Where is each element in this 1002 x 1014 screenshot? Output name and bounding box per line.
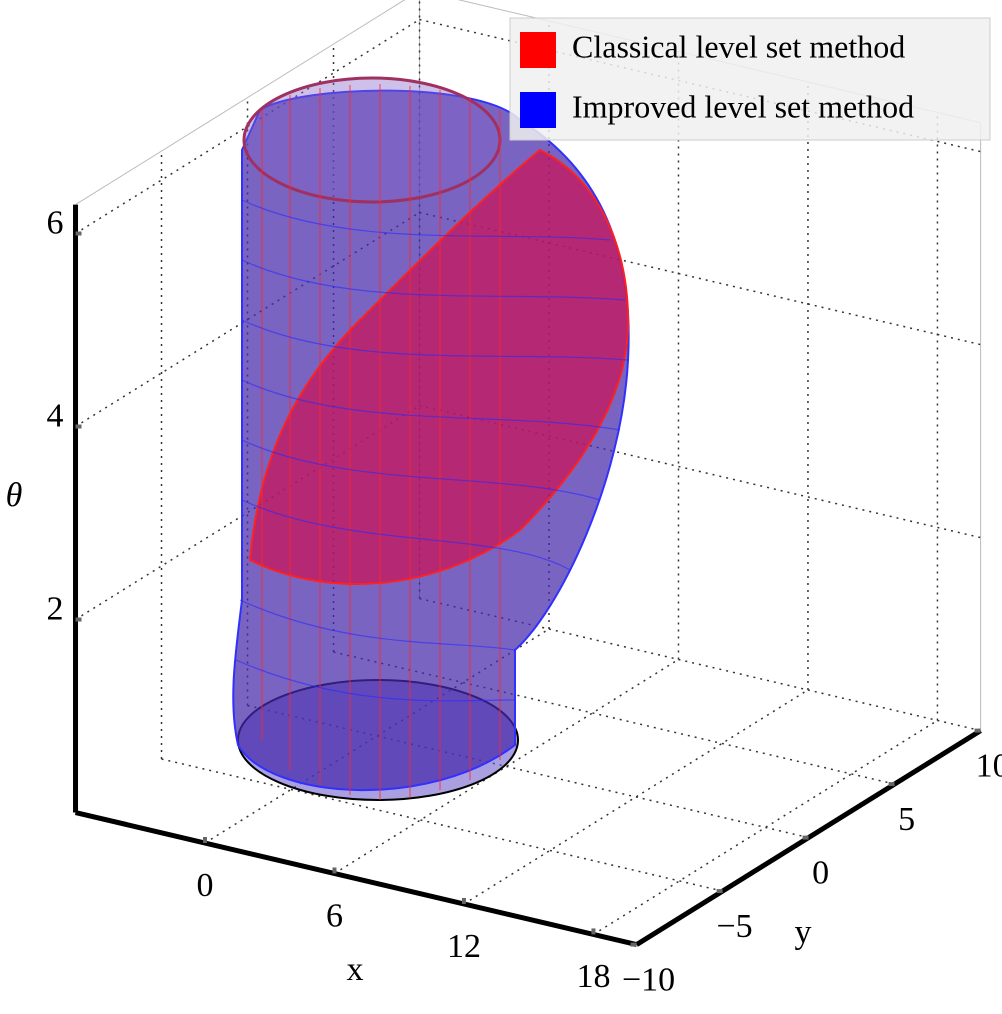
legend-label: Improved level set method xyxy=(572,88,914,124)
grid-line xyxy=(419,404,981,539)
x-axis xyxy=(74,810,638,948)
grid-line xyxy=(419,211,981,346)
grid-line xyxy=(463,689,809,905)
mesh xyxy=(261,84,501,800)
y-tick-label: −10 xyxy=(622,961,675,998)
surfaces xyxy=(232,76,630,801)
y-axis-label: y xyxy=(795,914,812,951)
z-axis-label: θ xyxy=(6,477,23,514)
y-tick-label: 5 xyxy=(898,801,915,838)
grid-line xyxy=(75,18,420,235)
y-tick-label: 10 xyxy=(976,747,1002,784)
legend-label: Classical level set method xyxy=(572,28,905,64)
box-edge xyxy=(75,0,406,205)
grid-line xyxy=(247,704,809,839)
x-tick-label: 0 xyxy=(197,867,214,904)
grid-line xyxy=(593,719,938,936)
y-tick-label: −5 xyxy=(717,908,753,945)
grid-line xyxy=(333,651,895,785)
x-axis-label: x xyxy=(347,951,364,988)
mesh xyxy=(235,199,629,702)
z-tick-label: 2 xyxy=(47,590,64,627)
legend-swatch xyxy=(520,92,556,128)
legend-box xyxy=(509,17,991,141)
grid-line xyxy=(334,658,679,875)
top-surface xyxy=(242,76,502,204)
z-tick-label: 4 xyxy=(47,397,64,434)
x-tick-label: 6 xyxy=(326,897,343,934)
legend-swatch xyxy=(520,32,556,68)
z-tick-label: 6 xyxy=(47,204,64,241)
grid-line xyxy=(161,758,723,892)
grid-line xyxy=(419,597,981,732)
classical-surface xyxy=(248,148,630,585)
x-tick-label: 18 xyxy=(576,958,610,995)
y-tick-label: 0 xyxy=(812,854,829,891)
x-tick-label: 12 xyxy=(447,928,481,965)
legend: Classical level set method Improved leve… xyxy=(509,17,991,141)
